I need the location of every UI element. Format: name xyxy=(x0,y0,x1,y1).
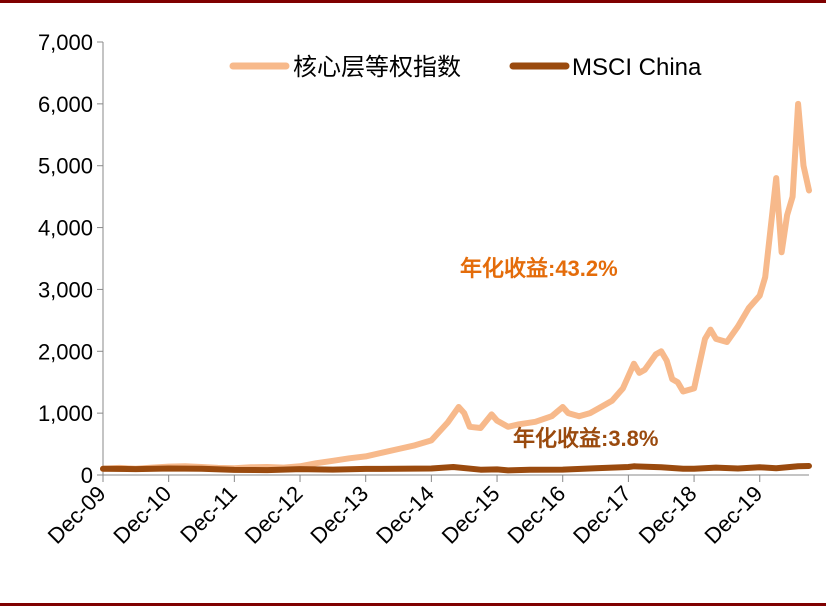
x-tick-label: Dec-12 xyxy=(240,481,308,549)
y-tick-label: 6,000 xyxy=(38,92,93,117)
top-border xyxy=(0,0,826,3)
x-tick-label: Dec-15 xyxy=(437,481,505,549)
y-tick-label: 0 xyxy=(81,463,93,488)
y-tick-label: 2,000 xyxy=(38,339,93,364)
bottom-border xyxy=(0,603,826,606)
x-tick-label: Dec-10 xyxy=(108,481,176,549)
x-tick-label: Dec-13 xyxy=(305,481,373,549)
annotation-core-index-return: 年化收益:43.2% xyxy=(460,256,618,281)
y-tick-label: 5,000 xyxy=(38,154,93,179)
series-line-msci-china xyxy=(100,463,812,474)
x-tick-label: Dec-11 xyxy=(175,481,242,548)
legend-label-core-index: 核心层等权指数 xyxy=(293,54,461,81)
y-tick-label: 1,000 xyxy=(38,401,93,426)
legend-label-msci-china: MSCI China xyxy=(572,54,702,81)
x-tick-label: Dec-19 xyxy=(699,481,767,549)
legend: 核心层等权指数 MSCI China xyxy=(229,54,702,81)
y-tick-label: 3,000 xyxy=(38,277,93,302)
x-tick-label: Dec-18 xyxy=(634,481,702,549)
annotation-msci-return: 年化收益:3.8% xyxy=(513,426,658,451)
y-tick-label: 4,000 xyxy=(38,216,93,241)
x-axis: Dec-09Dec-10Dec-11Dec-12Dec-13Dec-14Dec-… xyxy=(43,474,809,549)
x-tick-label: Dec-16 xyxy=(502,481,570,549)
x-tick-label: Dec-14 xyxy=(371,481,439,549)
x-tick-label: Dec-17 xyxy=(568,481,636,549)
y-tick-label: 7,000 xyxy=(38,30,93,55)
x-tick-label: Dec-09 xyxy=(43,481,111,549)
series-line-core-index xyxy=(100,100,812,472)
series-layer xyxy=(100,100,812,474)
y-axis: 0 1,000 2,000 3,000 4,000 5,000 6,000 7,000 xyxy=(38,30,104,488)
